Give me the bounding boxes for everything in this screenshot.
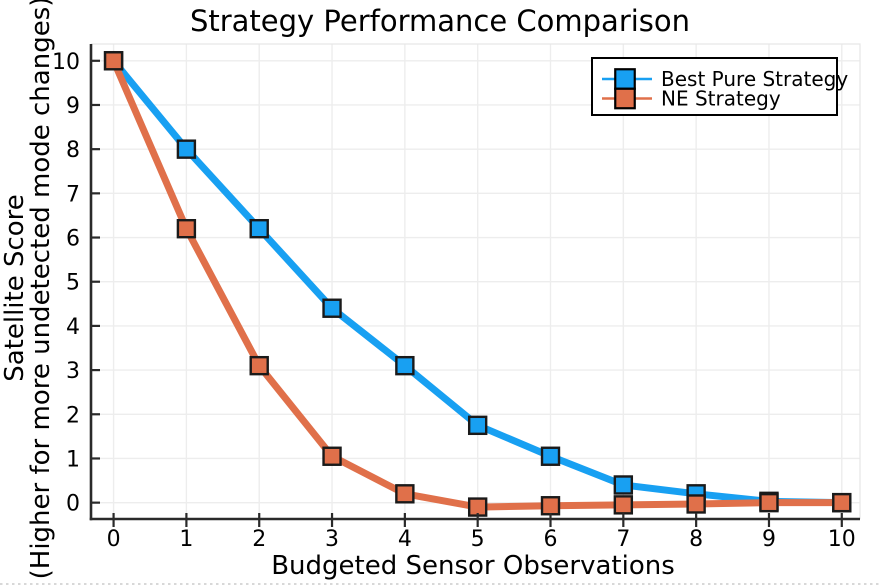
y-tick-label: 7 (66, 182, 80, 207)
y-tick-label: 9 (66, 94, 80, 119)
series-marker-best-pure-strategy (249, 218, 269, 239)
y-tick-label: 2 (66, 403, 80, 428)
y-tick-label: 4 (66, 315, 80, 340)
x-tick-label: 10 (828, 527, 856, 552)
legend-label-best-pure-strategy: Best Pure Strategy (661, 67, 848, 91)
series-layer (103, 51, 852, 517)
series-marker-ne-strategy (686, 494, 706, 514)
x-tick-label: 7 (616, 527, 630, 552)
chart-title: Strategy Performance Comparison (190, 4, 690, 38)
x-tick-label: 9 (762, 527, 776, 552)
series-marker-ne-strategy (395, 484, 415, 504)
y-tick-label: 0 (66, 492, 80, 517)
y-tick-label: 5 (66, 271, 80, 296)
series-marker-ne-strategy (540, 496, 561, 516)
legend-marker-best-pure-strategy (614, 68, 636, 90)
series-marker-best-pure-strategy (467, 415, 488, 436)
series-marker-ne-strategy (759, 492, 779, 513)
legend-label-ne-strategy: NE Strategy (661, 87, 781, 111)
series-marker-best-pure-strategy (395, 355, 415, 376)
series-marker-ne-strategy (322, 446, 342, 466)
x-axis-label: Budgeted Sensor Observations (271, 551, 675, 581)
plot-frame (91, 43, 861, 519)
x-tick-label: 2 (252, 527, 266, 552)
x-tick-label: 5 (471, 527, 485, 552)
legend-marker-ne-strategy (614, 87, 636, 110)
x-tick-label: 1 (179, 527, 193, 552)
y-tick-label: 10 (52, 50, 80, 75)
x-tick-label: 0 (107, 527, 121, 552)
series-marker-best-pure-strategy (176, 139, 197, 159)
series-marker-ne-strategy (249, 355, 269, 376)
x-tick-label: 8 (689, 527, 703, 552)
series-marker-ne-strategy (613, 495, 634, 515)
y-axis-label-line2: (Higher for more undetected mode changes… (26, 0, 56, 579)
plot-frame-line (91, 43, 861, 519)
x-tick-label: 4 (398, 527, 412, 552)
y-tick-label: 8 (66, 138, 80, 163)
series-marker-best-pure-strategy (322, 298, 342, 318)
x-tick-label: 6 (544, 527, 558, 552)
series-marker-ne-strategy (832, 492, 852, 513)
y-axis-label-line1: Satellite Score (0, 194, 30, 382)
x-tick-label: 3 (325, 527, 339, 552)
y-tick-label: 3 (66, 359, 80, 384)
series-marker-best-pure-strategy (540, 446, 561, 466)
series-marker-best-pure-strategy (613, 475, 634, 495)
series-marker-ne-strategy (103, 51, 124, 71)
y-tick-label: 6 (66, 227, 80, 252)
y-tick-label: 1 (66, 447, 80, 472)
axes-layer: 0 1 2 3 4 5 6 7 8 9 10 0 1 2 3 4 5 6 7 8 9 10 (52, 44, 860, 552)
series-marker-ne-strategy (176, 218, 197, 239)
